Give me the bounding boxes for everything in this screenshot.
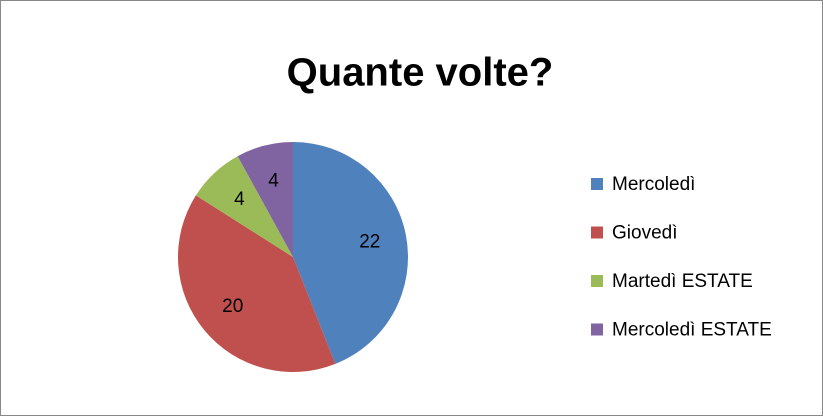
pie-slice [195,156,293,257]
legend-swatch [591,178,603,190]
legend-label: Mercoledì ESTATE [612,320,772,341]
data-label: 4 [268,170,279,191]
legend-label: Giovedì [612,223,677,244]
legend-swatch [591,323,603,336]
data-label: 22 [359,231,380,252]
pie-slice [293,142,408,364]
pie-slice [237,142,293,257]
chart-title: Quante volte? [287,51,554,95]
legend-swatch [591,275,603,287]
data-label: 4 [234,189,245,210]
pie-slice [177,195,336,372]
legend-swatch [591,226,603,239]
legend-label: Martedì ESTATE [612,271,753,292]
data-label: 20 [222,296,243,317]
legend-label: Mercoledì [612,174,695,195]
